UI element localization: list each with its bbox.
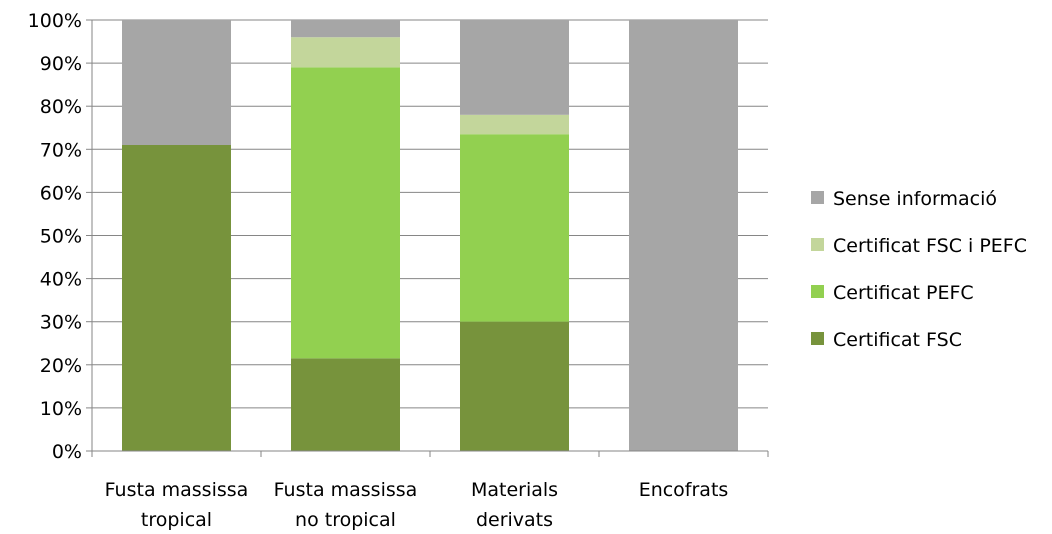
legend: Sense informació Certificat FSC i PEFC Cer… [811,188,1027,351]
x-category-label: no tropical [295,509,396,531]
y-tick-label: 30% [40,312,82,334]
y-tick-label: 100% [28,10,82,32]
y-tick-label: 70% [40,139,82,161]
x-category-label: tropical [141,509,212,531]
y-tick-label: 0% [52,441,82,463]
legend-label: Certificat FSC [833,329,962,351]
y-axis-tick-labels: 0% 10% 20% 30% 40% 50% 60% 70% 80% 90% 100% [28,10,82,463]
legend-swatch [811,332,824,345]
y-tick-label: 40% [40,269,82,291]
bar-segment [291,20,400,38]
x-category-label: Encofrats [639,479,729,501]
bar-segment [460,134,569,322]
x-category-label: derivats [476,509,553,531]
legend-swatch [811,238,824,251]
legend-label: Certificat FSC i PEFC [833,235,1027,257]
y-tick-label: 20% [40,355,82,377]
y-tick-label: 10% [40,398,82,420]
axes [91,20,769,457]
bars [122,20,738,452]
bar-segment [629,20,738,451]
y-tick-label: 90% [40,53,82,75]
x-category-label: Materials [471,479,558,501]
legend-label: Certificat PEFC [833,282,974,304]
x-axis-category-labels: Fusta massissa tropical Fusta massissa no t… [105,479,729,531]
x-category-label: Fusta massissa [274,479,418,501]
bar-segment [460,114,569,135]
bar-segment [122,144,231,452]
bar-segment [122,20,231,145]
bar-segment [291,37,400,68]
y-tick-label: 60% [40,182,82,204]
y-tick-label: 80% [40,96,82,118]
bar-segment [291,358,400,451]
bar-segment [460,321,569,451]
legend-swatch [811,285,824,298]
x-category-label: Fusta massissa [105,479,249,501]
y-tick-label: 50% [40,226,82,248]
legend-swatch [811,191,824,204]
bar-segment [291,67,400,359]
bar-segment [460,20,569,115]
legend-label: Sense informació [833,188,997,210]
